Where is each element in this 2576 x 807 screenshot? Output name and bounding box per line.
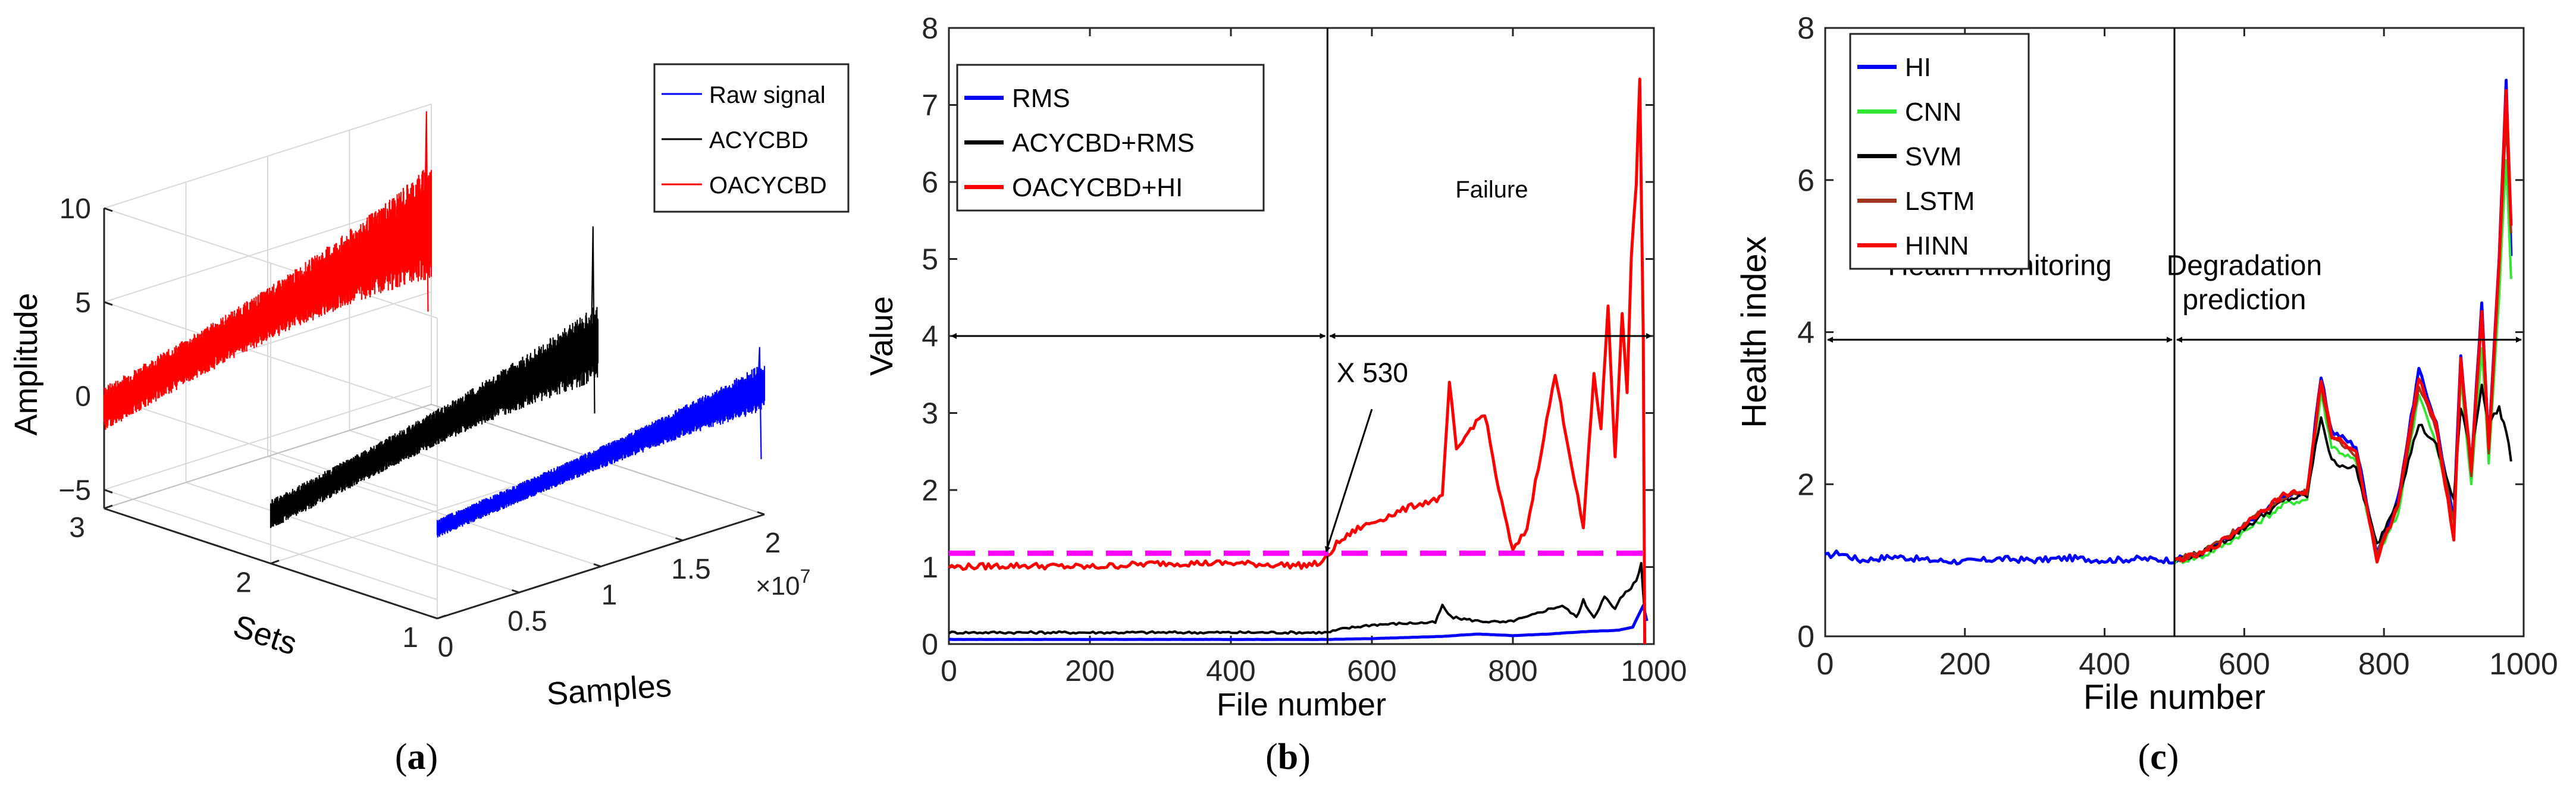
y-tick-label: 3 — [69, 512, 85, 544]
legend-box — [956, 64, 1265, 212]
x-tick-label: 600 — [2218, 647, 2270, 682]
y-tick-label: 6 — [1797, 164, 1815, 198]
y-axis-label: Value — [864, 296, 900, 376]
series-line-rms — [949, 604, 1649, 641]
x-tick-label: 1000 — [1621, 654, 1687, 687]
x-axis-label: File number — [2083, 678, 2265, 717]
legend-label: HINN — [1905, 231, 1969, 260]
y-tick-label: 2 — [922, 474, 938, 507]
series-line-hinn — [2174, 89, 2513, 564]
y-tick-label: 8 — [1797, 11, 1815, 46]
legend-box — [1849, 33, 2030, 270]
y-tick-label: 5 — [922, 243, 938, 276]
x-tick-label: 200 — [1065, 654, 1114, 687]
x-axis-label: File number — [1217, 687, 1386, 723]
x-tick-mark — [675, 537, 683, 542]
y-tick-label: 6 — [922, 166, 938, 199]
x-tick-label: 600 — [1347, 654, 1396, 687]
series-trace-acycbd — [269, 226, 599, 528]
y-tick-label: 1 — [402, 622, 418, 654]
x-tick-label: 800 — [2358, 647, 2410, 682]
caption-a: (a) — [394, 737, 438, 777]
chart-c: 0 200 400 600 800 1000 0 2 4 6 8 File number Health … — [1735, 11, 2558, 717]
series-group — [948, 77, 1649, 645]
z-tick-mark — [104, 207, 113, 212]
legend-label: HI — [1905, 53, 1931, 82]
caption-c: (c) — [2138, 737, 2179, 777]
x-tick-mark — [593, 563, 601, 567]
caption-b: (b) — [1265, 737, 1311, 777]
legend-label: LSTM — [1905, 187, 1975, 216]
x-tick-label: 400 — [2079, 647, 2130, 682]
chart-b: 0 200 400 600 800 1000 0 1 2 3 4 5 6 7 8 File number Val… — [864, 12, 1687, 723]
x-tick-mark — [430, 615, 438, 620]
y-tick-label: 7 — [922, 89, 938, 122]
y-tick-label: 3 — [922, 397, 938, 430]
x-tick-mark — [512, 589, 519, 594]
y-tick-mark — [270, 560, 280, 564]
y-tick-label: 2 — [1797, 467, 1815, 502]
x-tick-label: 200 — [1939, 647, 1991, 682]
series-trace-oacycbd — [103, 111, 433, 430]
legend-label: ACYCBD — [709, 127, 808, 153]
legend-label: ACYCBD+RMS — [1012, 128, 1195, 158]
marker-label: X 530 — [1337, 357, 1408, 388]
legend-label: OACYCBD+HI — [1012, 173, 1183, 202]
x-exponent-label: ×107 — [756, 566, 810, 601]
prediction-label: prediction — [2182, 284, 2306, 316]
legend-label: SVM — [1905, 142, 1961, 171]
x-tick-label: 0 — [941, 654, 957, 687]
panel-a: −5 0 5 10 0 0.5 1 1.5 2 1 2 3 Amplitude Sets Samples ×1… — [0, 0, 857, 807]
panel-c: 0 200 400 600 800 1000 0 2 4 6 8 File number Health … — [1719, 0, 2576, 807]
x-tick-label: 0 — [1817, 647, 1834, 682]
y-tick-label: 1 — [922, 551, 938, 584]
z-tick-mark — [104, 301, 113, 306]
x-exponent-power: 7 — [800, 566, 811, 587]
z-axis-label: Amplitude — [8, 293, 44, 435]
y-tick-label: 8 — [922, 12, 938, 45]
series-trace-raw-signal — [436, 347, 766, 538]
x-tick-label: 800 — [1488, 654, 1537, 687]
legend-label: Raw signal — [709, 82, 826, 108]
chart-a-3d: −5 0 5 10 0 0.5 1 1.5 2 1 2 3 Amplitude Sets Samples ×1… — [8, 63, 850, 712]
legend-label: OACYCBD — [709, 172, 827, 199]
z-tick-mark — [104, 489, 113, 494]
z-tick-label: −5 — [58, 475, 91, 506]
y-tick-label: 4 — [922, 320, 938, 353]
x-tick-label: 2 — [765, 527, 781, 559]
z-tick-label: 10 — [59, 193, 91, 225]
y-tick-label: 4 — [1797, 316, 1815, 350]
x-tick-label: 0 — [438, 632, 454, 663]
x-axis-label: Samples — [546, 668, 673, 712]
x-tick-label: 400 — [1206, 654, 1255, 687]
y-tick-mark — [437, 614, 446, 620]
y-tick-label: 0 — [922, 628, 938, 661]
x-tick-label: 1 — [601, 580, 618, 611]
legend-label: RMS — [1012, 84, 1070, 113]
y-axis-label: Sets — [229, 608, 301, 662]
y-tick-label: 0 — [1797, 620, 1815, 654]
legend-box — [653, 63, 850, 213]
x-tick-mark — [757, 511, 765, 516]
legend-label: CNN — [1905, 98, 1961, 127]
degradation-label: Degradation — [2167, 250, 2323, 282]
y-tick-label: 2 — [236, 567, 252, 599]
x-tick-label: 1000 — [2489, 647, 2558, 682]
back-floor-edge — [104, 404, 432, 509]
series-line-oacycbd-hi — [948, 77, 1647, 645]
z-tick-label: 5 — [75, 287, 91, 319]
series-line-acycbd-rms — [948, 561, 1646, 635]
failure-label: Failure — [1455, 177, 1528, 203]
series-group — [1825, 78, 2513, 566]
y-tick-mark — [104, 504, 113, 510]
z-tick-label: 0 — [75, 381, 91, 413]
y-axis-label: Health index — [1735, 236, 1773, 428]
panel-b: 0 200 400 600 800 1000 0 1 2 3 4 5 6 7 8 File number Val… — [857, 0, 1719, 807]
x-tick-label: 0.5 — [507, 605, 547, 637]
marker-arrow — [1325, 409, 1373, 553]
x-tick-label: 1.5 — [671, 554, 711, 585]
